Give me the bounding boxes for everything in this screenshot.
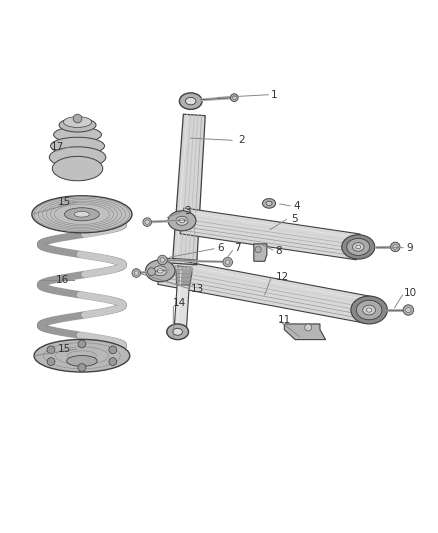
Ellipse shape — [367, 308, 372, 312]
Polygon shape — [176, 266, 193, 285]
Ellipse shape — [53, 127, 102, 142]
Text: 5: 5 — [291, 214, 297, 224]
Text: 3: 3 — [184, 206, 191, 216]
Circle shape — [78, 364, 86, 372]
Ellipse shape — [167, 324, 188, 340]
Ellipse shape — [50, 137, 105, 155]
Polygon shape — [254, 244, 267, 261]
Text: 15: 15 — [58, 197, 71, 207]
Ellipse shape — [154, 266, 167, 276]
Ellipse shape — [363, 305, 375, 315]
Ellipse shape — [64, 117, 92, 127]
Text: 11: 11 — [278, 314, 291, 325]
Circle shape — [255, 246, 261, 253]
Circle shape — [223, 257, 233, 267]
Ellipse shape — [34, 340, 130, 372]
Circle shape — [158, 255, 167, 265]
Ellipse shape — [262, 199, 276, 208]
Circle shape — [391, 242, 400, 252]
Circle shape — [148, 268, 155, 276]
Text: 10: 10 — [404, 288, 417, 297]
Text: 16: 16 — [56, 274, 69, 285]
Text: 9: 9 — [406, 243, 413, 253]
Ellipse shape — [74, 212, 89, 217]
Circle shape — [47, 358, 55, 366]
Ellipse shape — [168, 211, 196, 231]
Ellipse shape — [52, 156, 103, 181]
Polygon shape — [174, 271, 190, 336]
Polygon shape — [158, 257, 372, 324]
Ellipse shape — [356, 245, 361, 249]
Text: 4: 4 — [293, 201, 300, 212]
Circle shape — [393, 245, 398, 249]
Ellipse shape — [67, 356, 97, 366]
Ellipse shape — [173, 328, 183, 335]
Text: 12: 12 — [276, 272, 289, 282]
Ellipse shape — [351, 296, 388, 324]
Ellipse shape — [357, 300, 382, 320]
Ellipse shape — [185, 98, 196, 105]
Polygon shape — [172, 114, 205, 272]
Circle shape — [78, 340, 86, 348]
Text: 14: 14 — [173, 298, 187, 309]
Text: 1: 1 — [271, 90, 278, 100]
Ellipse shape — [176, 216, 188, 225]
Ellipse shape — [179, 219, 185, 223]
Text: 8: 8 — [276, 246, 282, 256]
Ellipse shape — [353, 243, 364, 251]
Circle shape — [230, 94, 238, 102]
Text: 13: 13 — [191, 284, 204, 294]
Circle shape — [132, 269, 141, 277]
Circle shape — [232, 96, 236, 100]
Ellipse shape — [59, 118, 96, 132]
Circle shape — [160, 258, 165, 262]
Ellipse shape — [342, 235, 375, 259]
Polygon shape — [180, 208, 360, 260]
Circle shape — [143, 218, 152, 227]
Circle shape — [109, 358, 117, 366]
Polygon shape — [284, 324, 325, 340]
Circle shape — [134, 271, 138, 275]
Text: 7: 7 — [234, 243, 241, 253]
Ellipse shape — [180, 93, 202, 109]
Text: 17: 17 — [51, 142, 64, 152]
Ellipse shape — [64, 208, 99, 221]
Circle shape — [109, 346, 117, 354]
Ellipse shape — [32, 196, 132, 233]
Circle shape — [47, 346, 55, 354]
Text: 6: 6 — [217, 243, 223, 253]
Ellipse shape — [347, 238, 370, 255]
Text: 15: 15 — [58, 344, 71, 354]
Circle shape — [226, 260, 230, 264]
Circle shape — [73, 114, 82, 123]
Ellipse shape — [157, 269, 163, 273]
Ellipse shape — [266, 201, 272, 206]
Circle shape — [406, 308, 411, 313]
Circle shape — [305, 324, 312, 331]
Ellipse shape — [49, 147, 106, 168]
Circle shape — [145, 220, 149, 224]
Circle shape — [403, 305, 413, 315]
Text: 2: 2 — [239, 135, 245, 146]
Ellipse shape — [145, 260, 175, 282]
